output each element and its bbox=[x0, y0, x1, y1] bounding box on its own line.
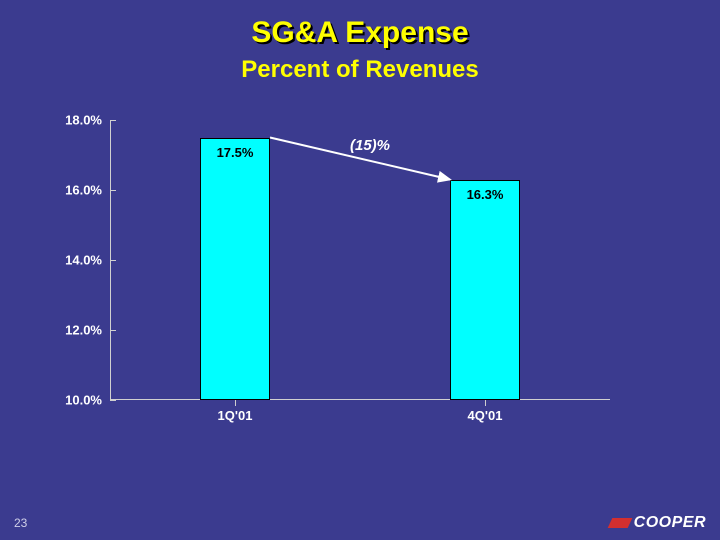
bar-chart: 10.0%12.0%14.0%16.0%18.0%17.5%1Q'0116.3%… bbox=[50, 120, 630, 430]
y-axis-tick bbox=[110, 120, 116, 121]
y-axis-label: 10.0% bbox=[50, 393, 102, 408]
y-axis-label: 16.0% bbox=[50, 183, 102, 198]
chart-title: SG&A Expense bbox=[0, 16, 720, 50]
bar-value-label: 17.5% bbox=[201, 145, 269, 160]
brand-logo: COOPER bbox=[610, 514, 706, 532]
delta-label: (15)% bbox=[350, 137, 390, 154]
y-axis-label: 14.0% bbox=[50, 253, 102, 268]
logo-text: COOPER bbox=[634, 514, 706, 532]
y-axis-label: 12.0% bbox=[50, 323, 102, 338]
bar: 17.5% bbox=[200, 138, 270, 401]
x-axis-tick bbox=[235, 400, 236, 406]
y-axis-tick bbox=[110, 330, 116, 331]
bar: 16.3% bbox=[450, 180, 520, 401]
x-axis-label: 1Q'01 bbox=[110, 408, 360, 423]
page-number: 23 bbox=[14, 516, 27, 530]
y-axis-tick bbox=[110, 190, 116, 191]
logo-accent-icon bbox=[607, 518, 632, 528]
y-axis-tick bbox=[110, 260, 116, 261]
y-axis-label: 18.0% bbox=[50, 113, 102, 128]
y-axis-tick bbox=[110, 400, 116, 401]
x-axis-label: 4Q'01 bbox=[360, 408, 610, 423]
x-axis-tick bbox=[485, 400, 486, 406]
chart-subtitle: Percent of Revenues bbox=[0, 56, 720, 84]
bar-value-label: 16.3% bbox=[451, 187, 519, 202]
plot-area bbox=[110, 120, 610, 400]
